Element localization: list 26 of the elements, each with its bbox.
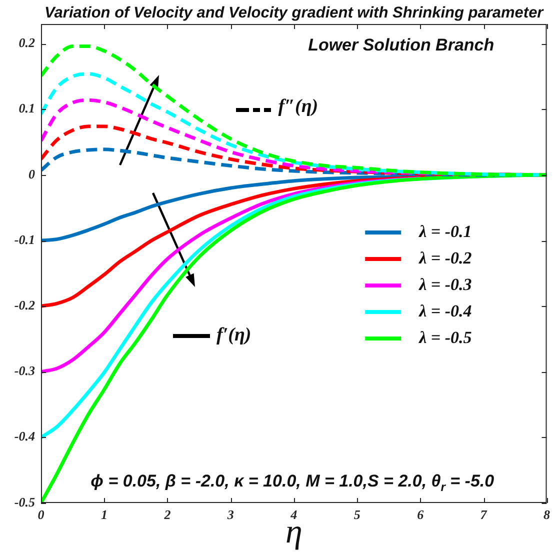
x-tick-label: 7 <box>480 507 488 522</box>
x-tick-label: 6 <box>417 507 424 522</box>
annotation: f″(η) <box>278 96 318 117</box>
legend-label: λ = -0.4 <box>418 301 472 320</box>
legend-label: λ = -0.1 <box>418 222 472 241</box>
y-tick-label: -0.2 <box>14 298 36 313</box>
legend-label: λ = -0.3 <box>418 274 472 294</box>
legend-label: λ = -0.5 <box>418 328 472 347</box>
y-tick-label: 0 <box>28 166 36 182</box>
x-tick-label: 5 <box>354 507 361 522</box>
x-tick-label: 4 <box>290 507 298 522</box>
x-tick-label: 3 <box>226 507 234 522</box>
chart-title: Variation of Velocity and Velocity gradient with Shrinking parameter <box>44 4 544 22</box>
y-tick-label: 0.1 <box>18 100 35 116</box>
x-tick-label: 0 <box>38 507 45 522</box>
y-tick-label: 0.2 <box>18 35 36 50</box>
legend-label: λ = -0.2 <box>418 248 472 268</box>
y-tick-label: -0.5 <box>14 494 36 510</box>
x-tick-label: 8 <box>544 507 550 522</box>
annotation: f′(η) <box>216 324 252 346</box>
x-tick-label: 1 <box>100 507 108 522</box>
y-tick-label: -0.1 <box>14 232 35 247</box>
annotation: Lower Solution Branch <box>308 36 494 55</box>
y-tick-label: -0.3 <box>14 363 36 378</box>
x-tick-label: 2 <box>163 507 172 522</box>
y-tick-label: -0.4 <box>14 428 36 444</box>
